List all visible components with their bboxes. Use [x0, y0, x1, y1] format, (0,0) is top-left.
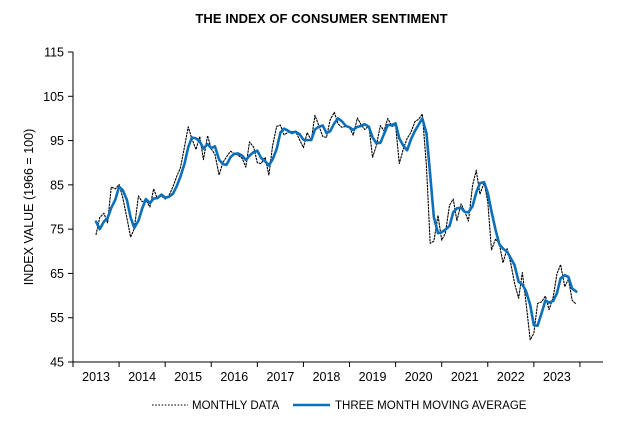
series-monthly-data	[95, 111, 577, 341]
axes-layer: 45 55 65 75 85 95 105 115 2013 2014 2015 2016 2017 20…	[22, 46, 603, 384]
x-tick-label: 2014	[128, 370, 156, 384]
y-axis-title: INDEX VALUE (1966 = 100)	[22, 129, 36, 285]
legend-label-moving-average: THREE MONTH MOVING AVERAGE	[335, 400, 527, 412]
series-line	[95, 111, 577, 341]
x-tick-label: 2016	[220, 370, 248, 384]
x-tick-label: 2022	[497, 370, 525, 384]
chart-title: THE INDEX OF CONSUMER SENTIMENT	[195, 11, 448, 26]
legend-layer: MONTHLY DATA THREE MONTH MOVING AVERAGE	[152, 400, 527, 412]
y-tick-label: 65	[50, 267, 64, 281]
x-tick-label: 2019	[359, 370, 387, 384]
series-layer	[94, 111, 578, 341]
legend-label-monthly-data: MONTHLY DATA	[192, 400, 280, 412]
legend-item-moving-average: THREE MONTH MOVING AVERAGE	[293, 400, 527, 412]
y-tick-label: 95	[50, 134, 64, 148]
series-moving-average	[94, 117, 578, 327]
y-tick-label: 75	[50, 223, 64, 237]
x-tick-label: 2020	[405, 370, 433, 384]
y-tick-label: 45	[50, 356, 64, 370]
y-tick-label: 105	[43, 90, 64, 104]
legend-item-monthly-data: MONTHLY DATA	[152, 400, 280, 412]
x-tick-label: 2015	[174, 370, 202, 384]
x-tick-label: 2021	[451, 370, 479, 384]
x-tick-label: 2017	[266, 370, 294, 384]
y-tick-label: 85	[50, 178, 64, 192]
y-tick-label: 115	[44, 46, 64, 60]
x-tick-label: 2013	[82, 370, 110, 384]
series-line	[94, 117, 578, 327]
x-tick-label: 2023	[543, 370, 571, 384]
x-tick-label: 2018	[313, 370, 341, 384]
y-tick-label: 55	[50, 311, 64, 325]
